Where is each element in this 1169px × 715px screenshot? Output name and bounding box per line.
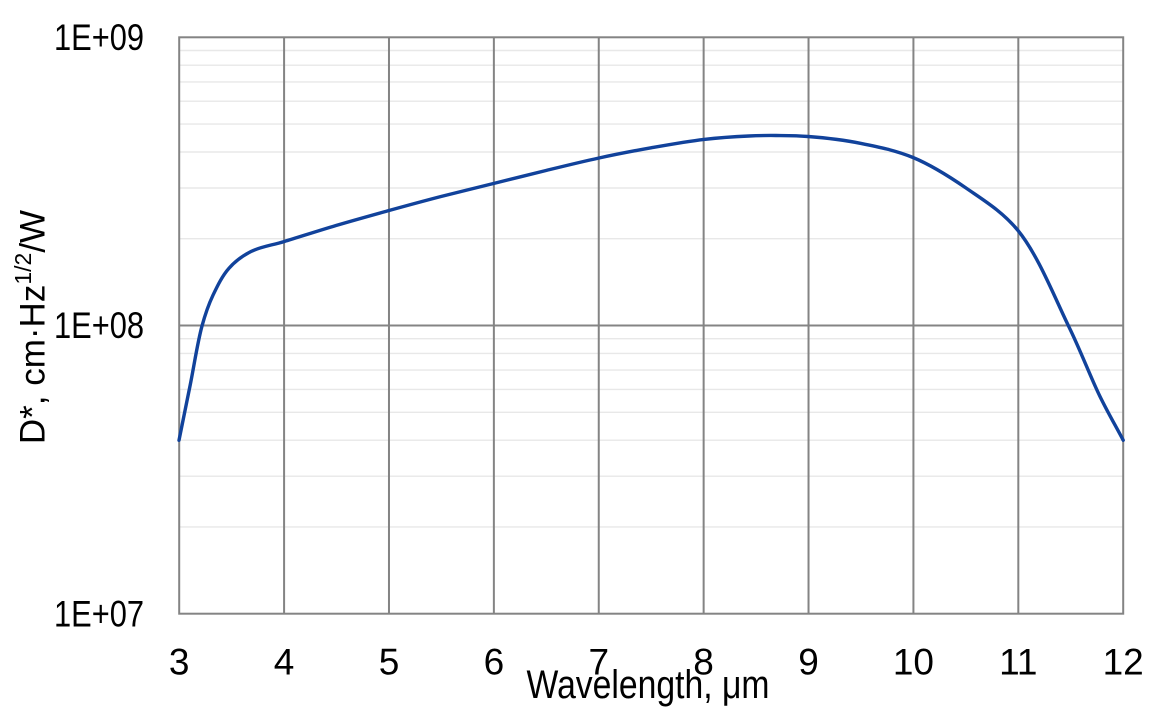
svg-text:12: 12 [1103, 641, 1144, 682]
svg-text:11: 11 [999, 641, 1037, 682]
svg-text:D*, cm·Hz1/2/W: D*, cm·Hz1/2/W [10, 210, 53, 444]
svg-text:3: 3 [169, 641, 190, 682]
svg-text:1E+09: 1E+09 [54, 16, 144, 58]
svg-text:Wavelength, μm: Wavelength, μm [527, 663, 770, 707]
svg-text:7: 7 [589, 641, 610, 682]
svg-text:6: 6 [484, 641, 505, 682]
svg-text:1E+07: 1E+07 [54, 592, 144, 634]
svg-text:8: 8 [693, 641, 714, 682]
svg-text:4: 4 [274, 641, 295, 682]
svg-text:5: 5 [379, 641, 400, 682]
svg-text:1E+08: 1E+08 [54, 304, 144, 346]
svg-text:10: 10 [893, 641, 934, 682]
svg-text:9: 9 [798, 641, 819, 682]
